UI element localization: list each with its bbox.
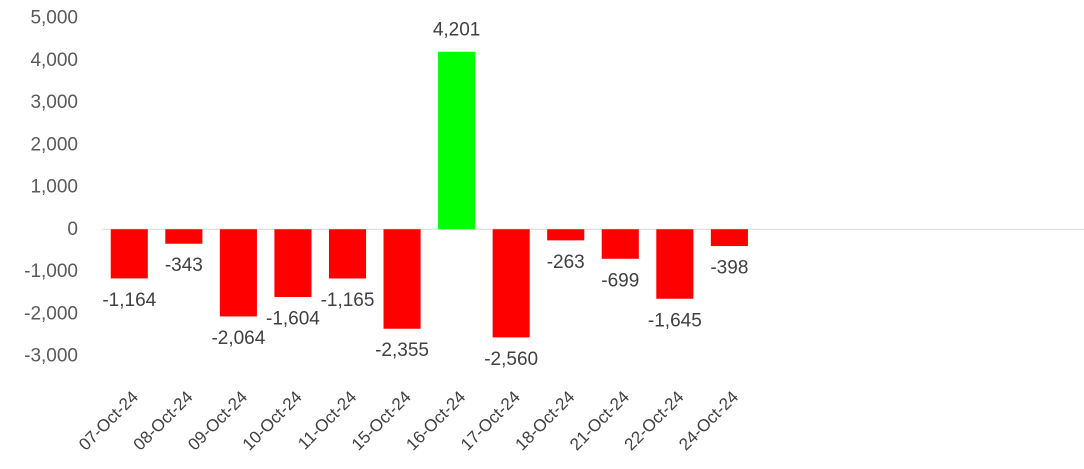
data-label: -1,645 [648,310,702,331]
y-tick-label: 5,000 [30,8,78,29]
data-label: -2,355 [375,340,429,361]
y-tick-label: 1,000 [30,177,78,198]
data-label: 4,201 [433,19,481,40]
y-tick-label: -1,000 [24,261,78,282]
bar [601,229,639,259]
data-label: -1,604 [266,309,320,330]
data-label: -2,560 [484,349,538,370]
y-tick-label: 2,000 [30,134,78,155]
bar [438,51,476,230]
bar [328,229,367,279]
y-tick-label: -3,000 [24,346,78,367]
data-label: -699 [601,270,639,291]
bar [110,229,148,279]
y-axis-ticks: 5,000 4,000 3,000 2,000 1,000 0 -1,000 -2,000 -3… [24,8,78,367]
bar [547,229,585,241]
x-tick-label: 10-Oct-24 [239,387,306,454]
x-axis-labels: 07-Oct-2408-Oct-2409-Oct-2410-Oct-2411-O… [75,387,742,454]
bar [383,229,421,329]
bar [710,229,748,247]
y-tick-label: 0 [67,219,78,240]
bar [274,229,312,298]
data-labels: -1,164 -343 -2,064-1,604-1,165 -2,355 4,201 -… [102,19,748,370]
x-tick-label: 24-Oct-24 [675,387,742,454]
data-label: -263 [547,252,585,273]
data-label: -343 [165,255,203,276]
data-label: -2,064 [211,328,265,349]
bar [219,229,257,317]
data-label: -398 [710,258,748,279]
bar [492,229,530,338]
y-tick-label: 3,000 [30,92,78,113]
y-tick-label: 4,000 [30,50,78,71]
bar [656,229,694,299]
y-tick-label: -2,000 [24,303,78,324]
data-label: -1,165 [321,290,375,311]
bar [165,229,203,244]
bars [110,51,748,338]
data-label: -1,164 [102,290,156,311]
